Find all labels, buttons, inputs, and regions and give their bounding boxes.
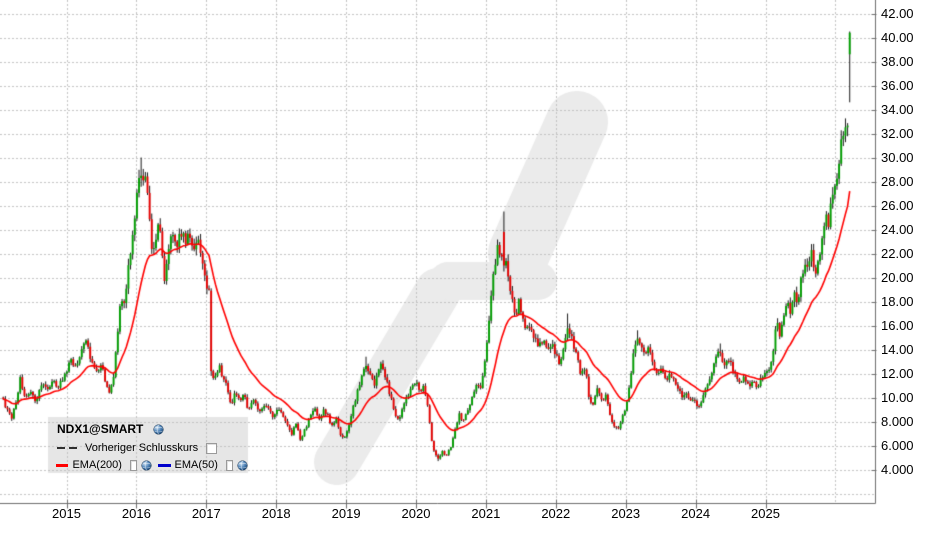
y-axis-label: 8.000 — [881, 413, 914, 429]
y-axis-label: 12.00 — [881, 365, 914, 381]
y-axis-label: 24.00 — [881, 221, 914, 237]
x-axis-label: 2019 — [331, 506, 361, 521]
ema200-checkbox[interactable] — [129, 459, 138, 471]
x-axis-label: 2020 — [401, 506, 431, 521]
globe-icon-svg — [141, 459, 152, 471]
y-axis-label: 32.00 — [881, 125, 914, 141]
legend-title-row: NDX1@SMART — [48, 417, 248, 436]
prev-close-checkbox[interactable] — [206, 442, 218, 454]
chart-legend: NDX1@SMART Vorheriger Schlusskurs EMA(20… — [48, 417, 248, 473]
legend-prev-close-row: Vorheriger Schlusskurs — [48, 436, 248, 454]
y-axis-label: 10.00 — [881, 389, 914, 405]
globe-icon-svg — [237, 459, 248, 471]
y-axis-label: 4.000 — [881, 461, 914, 477]
y-axis-label: 14.00 — [881, 341, 914, 357]
y-axis-label: 34.00 — [881, 101, 914, 117]
ema50-checkbox[interactable] — [225, 459, 233, 471]
instrument-symbol: NDX1@SMART — [57, 422, 144, 436]
globe-icon[interactable] — [237, 459, 248, 471]
ema50-label: EMA(50) — [174, 459, 218, 471]
prev-close-label: Vorheriger Schlusskurs — [85, 442, 199, 454]
y-axis-label: 30.00 — [881, 149, 914, 165]
y-axis-label: 40.00 — [881, 29, 914, 45]
ema200-line-sample — [56, 463, 69, 467]
x-axis-label: 2015 — [52, 506, 81, 521]
x-axis-label: 2023 — [611, 506, 641, 521]
prev-close-line-sample — [57, 447, 81, 449]
legend-ema-row: EMA(200) EMA(50) — [48, 454, 248, 471]
globe-icon[interactable] — [141, 459, 152, 471]
y-axis-label: 28.00 — [881, 173, 914, 189]
x-axis-label: 2016 — [121, 506, 151, 521]
y-axis-label: 20.00 — [881, 269, 914, 285]
x-axis-label: 2017 — [191, 506, 221, 521]
x-axis-label: 2018 — [261, 506, 291, 521]
x-axis-label: 2021 — [471, 506, 501, 521]
x-axis-label: 2025 — [751, 506, 780, 521]
y-axis-label: 6.000 — [881, 437, 914, 453]
ema200-label: EMA(200) — [72, 459, 122, 471]
x-axis-label: 2022 — [541, 506, 571, 521]
globe-icon-svg — [153, 423, 164, 435]
y-axis-label: 16.00 — [881, 317, 914, 333]
x-axis-label: 2024 — [681, 506, 711, 521]
ema50-line-sample — [158, 463, 171, 467]
y-axis-label: 38.00 — [881, 53, 914, 69]
y-axis-label: 22.00 — [881, 245, 914, 261]
y-axis-label: 42.00 — [881, 5, 914, 21]
y-axis-label: 36.00 — [881, 77, 914, 93]
y-axis-label: 26.00 — [881, 197, 914, 213]
globe-icon[interactable] — [153, 423, 164, 435]
y-axis-label: 18.00 — [881, 293, 914, 309]
